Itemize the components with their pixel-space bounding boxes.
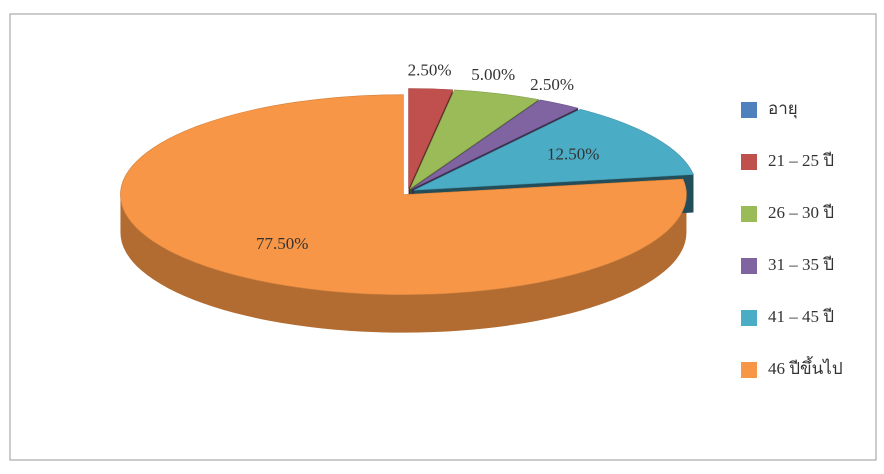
- legend-label: 31 – 35 ปี: [768, 255, 834, 274]
- legend-swatch: [741, 310, 757, 326]
- data-label: 77.50%: [256, 234, 308, 253]
- legend: อายุ 21 – 25 ปี 26 – 30 ปี 31 – 35 ปี 41 – 4…: [741, 99, 843, 378]
- slice: [408, 88, 454, 189]
- legend-label: 26 – 30 ปี: [768, 203, 834, 222]
- legend-label: อายุ: [768, 99, 798, 119]
- pie: 2.50% 5.00% 2.50% 12.50% 77.50%: [120, 61, 694, 333]
- slice: [409, 89, 540, 190]
- slice: [120, 94, 687, 295]
- legend-swatch: [741, 206, 757, 222]
- legend-swatch: [741, 258, 757, 274]
- legend-label: 21 – 25 ปี: [768, 151, 834, 170]
- data-label: 2.50%: [530, 75, 574, 94]
- data-label: 12.50%: [547, 145, 599, 164]
- legend-swatch: [741, 154, 757, 170]
- legend-label: 46 ปีขึ้นไป: [768, 356, 843, 378]
- data-label: 5.00%: [471, 65, 515, 84]
- legend-swatch: [741, 362, 757, 378]
- legend-label: 41 – 45 ปี: [768, 307, 834, 326]
- slice: [413, 108, 694, 191]
- slice: [411, 99, 579, 190]
- legend-swatch: [741, 102, 757, 118]
- data-label: 2.50%: [408, 61, 452, 80]
- slice-side: [120, 194, 687, 333]
